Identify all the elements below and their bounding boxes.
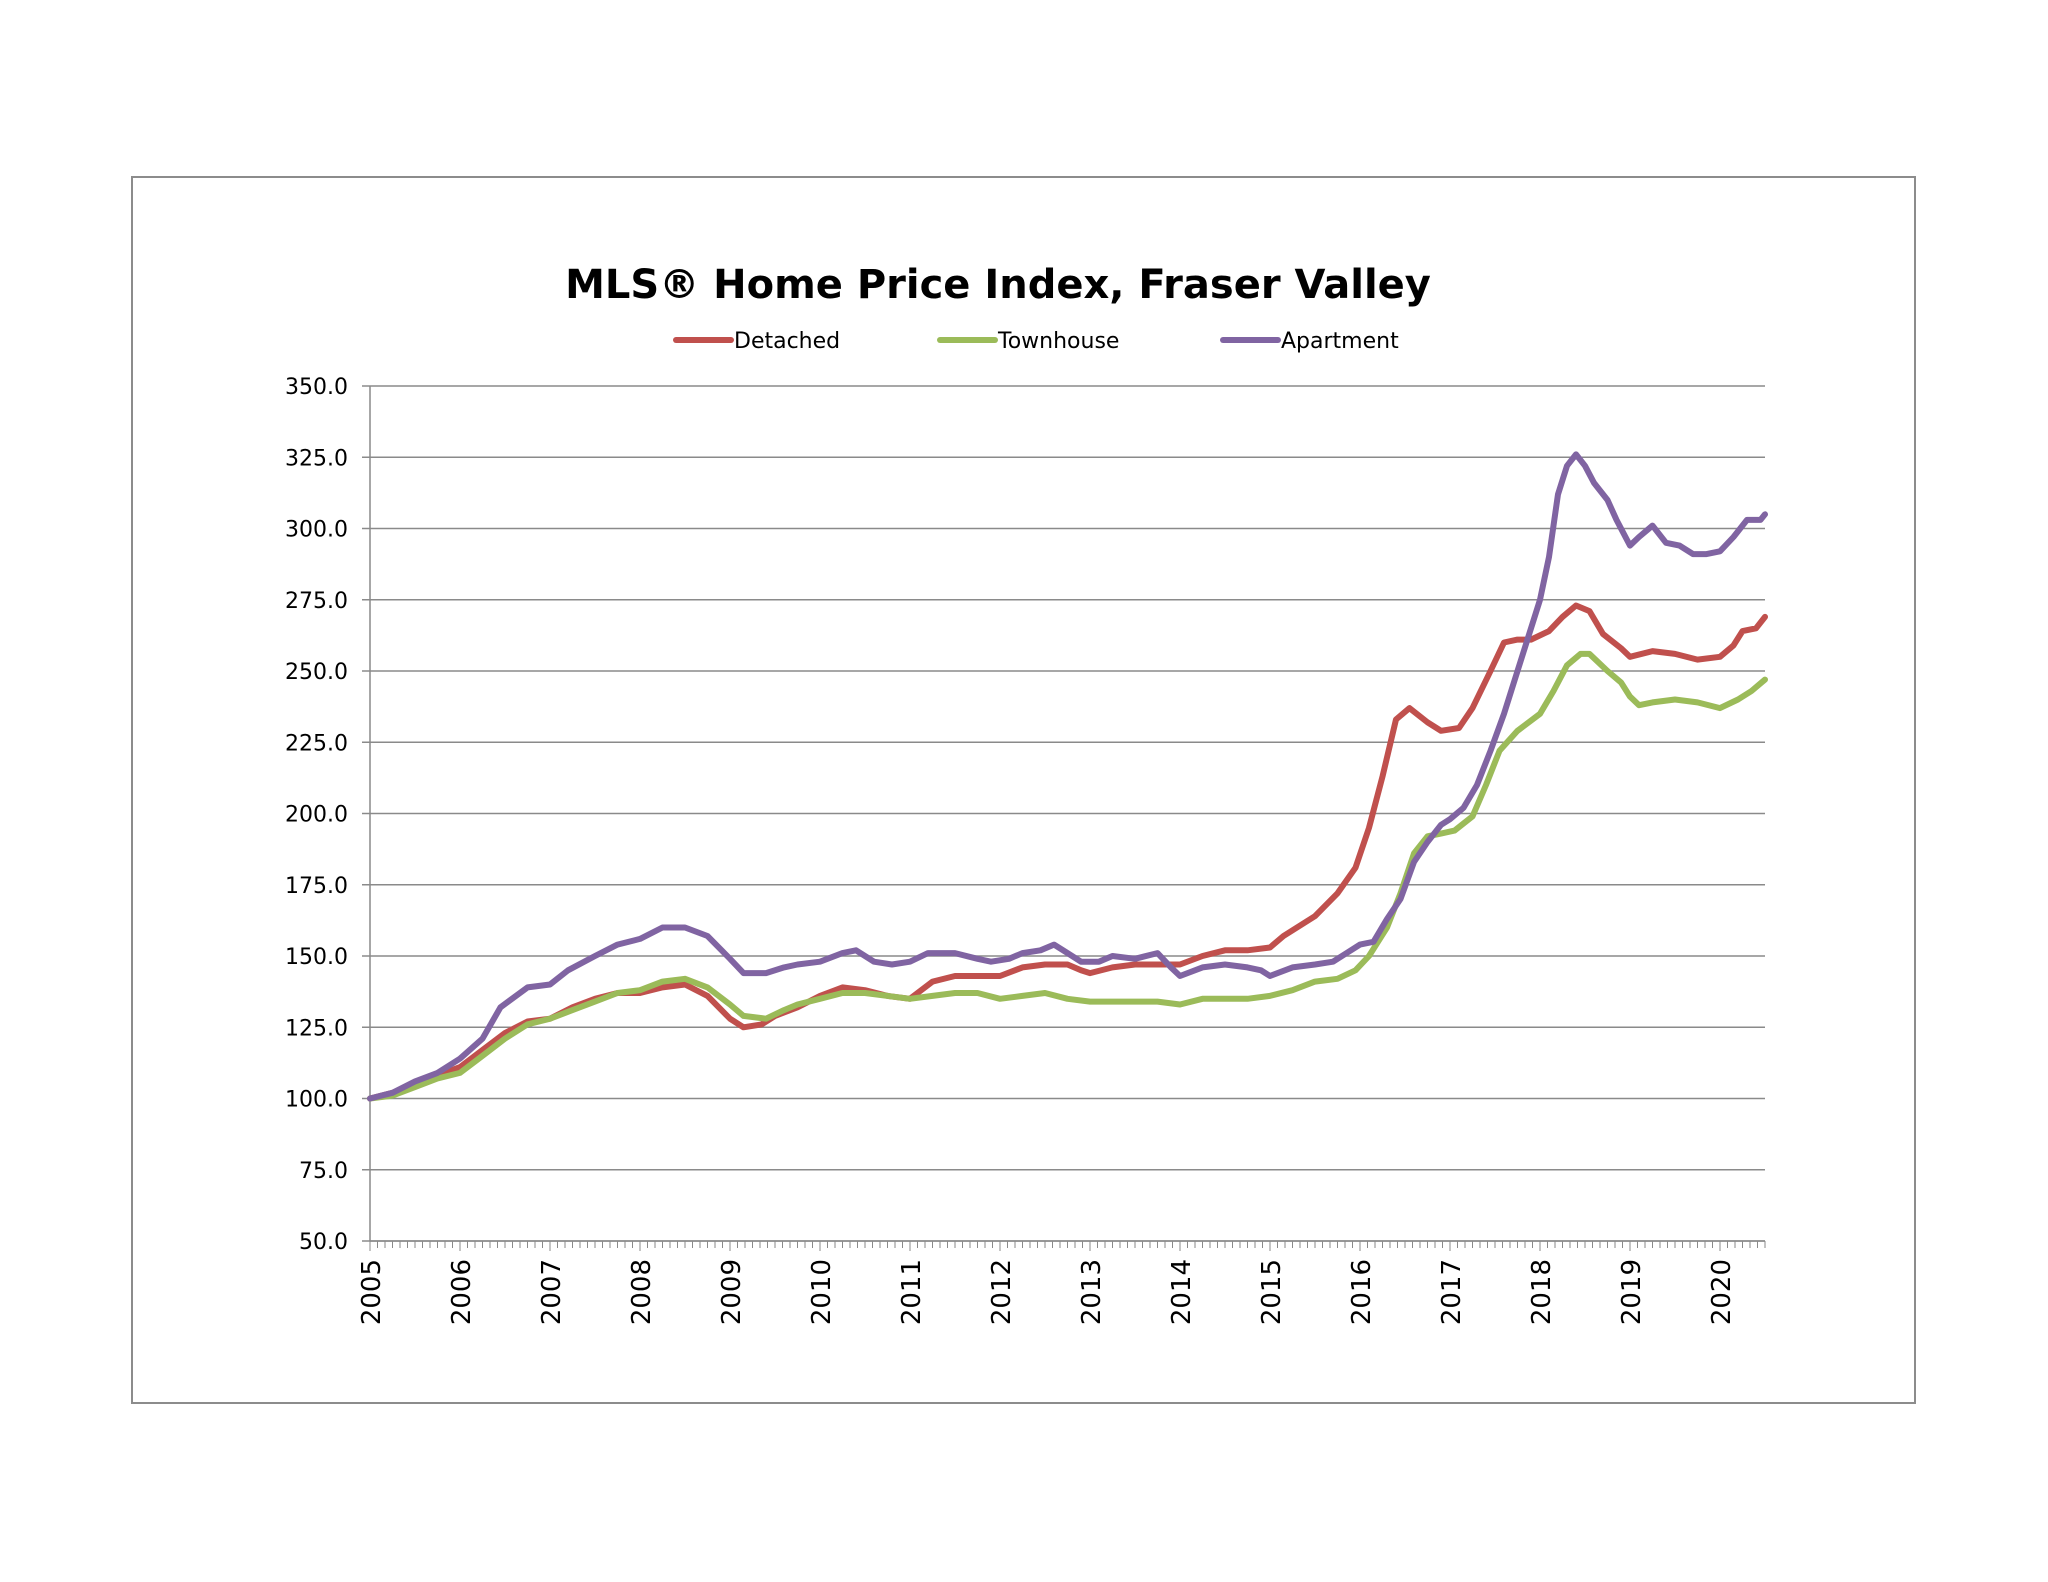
x-tick-label: 2010 xyxy=(807,1259,837,1325)
legend-label-townhouse: Townhouse xyxy=(997,329,1119,354)
series-line-apartment xyxy=(367,451,1768,1102)
y-tick-label: 300.0 xyxy=(285,518,348,543)
series-line-detached xyxy=(367,602,1768,1102)
x-tick-label: 2016 xyxy=(1347,1259,1377,1325)
x-tick-label: 2006 xyxy=(447,1259,477,1325)
y-tick-label: 275.0 xyxy=(285,589,348,614)
x-tick-label: 2007 xyxy=(537,1259,567,1325)
y-tick-label: 125.0 xyxy=(285,1016,348,1041)
chart-frame: MLS® Home Price Index, Fraser Valley Det… xyxy=(131,176,1916,1404)
axes xyxy=(369,386,1766,1251)
x-tick-label: 2017 xyxy=(1437,1259,1467,1325)
y-tick-label: 75.0 xyxy=(299,1159,348,1184)
y-tick-label: 225.0 xyxy=(285,731,348,756)
legend: Detached Townhouse Apartment xyxy=(673,329,1399,354)
x-tick-label: 2012 xyxy=(987,1259,1017,1325)
y-axis-ticks: 50.0 75.0 100.0 125.0 150.0 175.0 200.0 225.0 25… xyxy=(285,375,348,1255)
x-tick-label: 2013 xyxy=(1077,1259,1107,1325)
x-tick-label: 2020 xyxy=(1707,1259,1737,1325)
y-tick-label: 200.0 xyxy=(285,803,348,828)
y-tick-label: 325.0 xyxy=(285,446,348,471)
series-line-townhouse xyxy=(367,650,1768,1102)
x-axis-ticks: 2005 2006 2007 2008 2009 2010 2011 2012 2013 2014… xyxy=(357,1259,1737,1325)
x-tick-label: 2015 xyxy=(1257,1259,1287,1325)
x-tick-label: 2008 xyxy=(627,1259,657,1325)
chart-title: MLS® Home Price Index, Fraser Valley xyxy=(565,262,1431,308)
x-tick-label: 2018 xyxy=(1527,1259,1557,1325)
legend-label-apartment: Apartment xyxy=(1281,329,1399,354)
y-tick-label: 175.0 xyxy=(285,874,348,899)
x-tick-label: 2011 xyxy=(897,1259,927,1325)
y-tick-label: 250.0 xyxy=(285,660,348,685)
y-tick-label: 50.0 xyxy=(299,1230,348,1255)
chart-svg: MLS® Home Price Index, Fraser Valley Det… xyxy=(285,262,1768,1325)
y-tick-label: 350.0 xyxy=(285,375,348,400)
gridlines xyxy=(362,385,1765,1242)
series-lines xyxy=(367,451,1768,1102)
legend-label-detached: Detached xyxy=(734,329,840,354)
x-tick-label: 2005 xyxy=(357,1259,387,1325)
x-tick-label: 2014 xyxy=(1167,1259,1197,1325)
x-tick-label: 2019 xyxy=(1617,1259,1647,1325)
x-tick-label: 2009 xyxy=(717,1259,747,1325)
y-tick-label: 100.0 xyxy=(285,1088,348,1113)
y-tick-label: 150.0 xyxy=(285,945,348,970)
